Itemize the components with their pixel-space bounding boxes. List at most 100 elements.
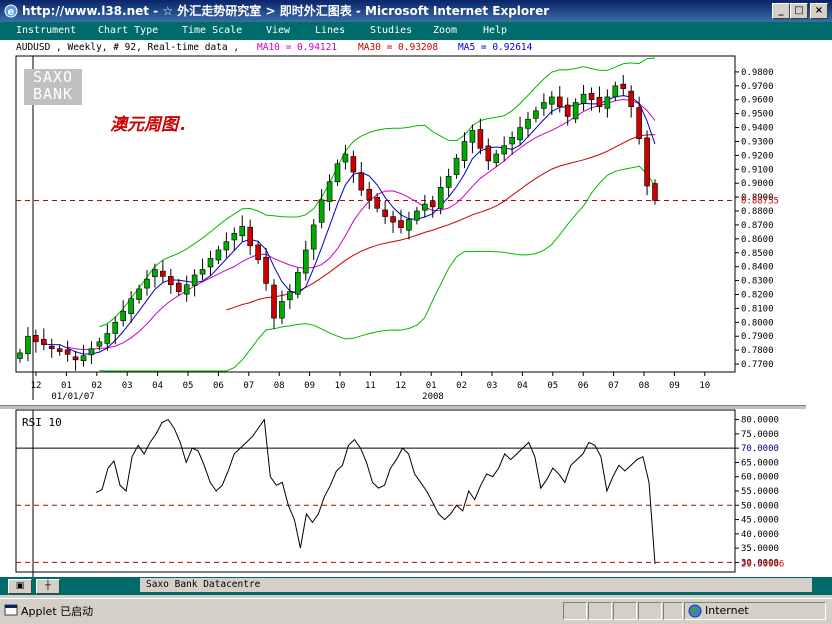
- saxo-bank-logo: SAXO BANK: [24, 69, 82, 105]
- candle-up: [334, 163, 341, 183]
- rsi-current-label: 29.53966: [741, 560, 784, 570]
- candle-down: [160, 270, 166, 277]
- price-tick-label: 0.8100: [741, 304, 774, 314]
- candle-down: [636, 107, 642, 139]
- status-cell-3: [613, 602, 637, 620]
- candle-up: [17, 352, 23, 359]
- time-tick-label: 08: [274, 381, 285, 391]
- candle-up: [120, 310, 126, 321]
- time-sub-label: 2008: [422, 392, 444, 402]
- candle-up: [183, 284, 190, 295]
- ma30-readout: MA30 = 0.93208: [358, 42, 439, 53]
- price-tick-label: 0.8000: [741, 318, 774, 328]
- candle-up: [342, 153, 349, 163]
- candle-up: [422, 203, 428, 211]
- candle-down: [168, 276, 174, 286]
- price-tick-label: 0.8300: [741, 277, 774, 287]
- candle-up: [406, 219, 412, 231]
- zone-label: Internet: [705, 604, 749, 617]
- right-margin: [806, 55, 832, 577]
- time-tick-label: 02: [91, 381, 102, 391]
- status-text: Applet 已启动: [21, 605, 94, 618]
- menu-time-scale[interactable]: Time Scale: [182, 25, 243, 36]
- candle-up: [437, 187, 444, 209]
- candle-up: [287, 291, 293, 301]
- rsi-tick-label: 70.0000: [741, 444, 779, 454]
- candle-up: [501, 145, 507, 155]
- time-tick-label: 07: [243, 381, 254, 391]
- candle-down: [628, 90, 634, 107]
- candle-down: [41, 338, 47, 345]
- menu-chart-type[interactable]: Chart Type: [98, 25, 159, 36]
- price-tick-label: 0.9000: [741, 179, 774, 189]
- price-tick-label: 0.9100: [741, 165, 774, 175]
- candle-up: [310, 224, 317, 250]
- panel-splitter[interactable]: [0, 405, 806, 410]
- rsi-tick-label: 40.0000: [741, 530, 779, 540]
- price-tick-label: 0.8800: [741, 207, 774, 217]
- candle-down: [382, 209, 388, 217]
- status-cell-4: [638, 602, 662, 620]
- price-tick-label: 0.9800: [741, 68, 774, 78]
- candle-up: [80, 355, 87, 362]
- time-tick-label: 05: [547, 381, 558, 391]
- candle-up: [128, 298, 134, 314]
- candle-up: [493, 153, 500, 163]
- candle-down: [485, 145, 492, 162]
- candle-up: [302, 249, 309, 274]
- candle-up: [231, 232, 238, 241]
- candle-down: [390, 216, 396, 223]
- candle-up: [533, 110, 539, 119]
- candle-up: [88, 348, 95, 356]
- browser-statusbar: Applet 已启动 Internet: [0, 598, 832, 621]
- menu-instrument[interactable]: Instrument: [16, 25, 77, 36]
- candle-down: [72, 356, 79, 361]
- minimize-button[interactable]: _: [772, 3, 790, 19]
- price-tick-label: 0.9600: [741, 96, 774, 106]
- price-tick-label: 0.7900: [741, 332, 774, 342]
- price-tick-label: 0.9700: [741, 82, 774, 92]
- candle-down: [48, 345, 55, 350]
- candle-up: [461, 141, 468, 161]
- time-sub-label: 01/01/07: [51, 392, 94, 402]
- candle-down: [429, 201, 436, 208]
- candle-up: [318, 199, 325, 223]
- close-button[interactable]: ×: [810, 3, 828, 19]
- layout-tab-button[interactable]: ▣: [8, 579, 32, 594]
- current-price-label: 0.88755: [741, 197, 779, 207]
- price-tick-label: 0.7700: [741, 360, 774, 370]
- menu-studies[interactable]: Studies: [370, 25, 413, 36]
- menu-lines[interactable]: Lines: [315, 25, 346, 36]
- candle-up: [445, 175, 452, 188]
- menu-view[interactable]: View: [266, 25, 291, 36]
- rsi-tick-label: 60.0000: [741, 473, 779, 483]
- maximize-button[interactable]: □: [790, 3, 808, 19]
- ma10-readout: MA10 = 0.94121: [257, 42, 338, 53]
- menu-help[interactable]: Help: [483, 25, 508, 36]
- candle-down: [271, 284, 277, 319]
- candle-up: [295, 271, 301, 295]
- candle-down: [596, 96, 603, 107]
- rsi-tick-label: 50.0000: [741, 501, 779, 511]
- time-tick-label: 05: [183, 381, 194, 391]
- crosshair-tab-button[interactable]: ┼: [36, 579, 60, 594]
- candle-up: [517, 127, 523, 141]
- menu-zoom[interactable]: Zoom: [433, 25, 458, 36]
- time-tick-label: 04: [517, 381, 528, 391]
- ma5-readout: MA5 = 0.92614: [458, 42, 533, 53]
- candle-down: [358, 172, 365, 191]
- candle-up: [239, 226, 246, 237]
- candle-down: [247, 226, 253, 247]
- price-tick-label: 0.9300: [741, 137, 774, 147]
- price-tick-label: 0.8900: [741, 193, 774, 203]
- globe-icon: [688, 604, 702, 618]
- rsi-panel: 80.0000 75.0000 70.0000 65.0000 60.0000 55.00…: [0, 409, 806, 577]
- candle-down: [350, 156, 357, 173]
- price-chart: 0.9800 0.9700 0.9600 0.9500 0.9400 0.9300 0.92…: [15, 55, 779, 402]
- time-tick-label: 09: [304, 381, 315, 391]
- time-tick-label: 06: [213, 381, 224, 391]
- internet-explorer-icon: e: [4, 4, 18, 18]
- price-chart-panel: 0.9800 0.9700 0.9600 0.9500 0.9400 0.9300 0.92…: [0, 55, 806, 405]
- candle-up: [541, 102, 547, 109]
- svg-text:e: e: [8, 5, 15, 18]
